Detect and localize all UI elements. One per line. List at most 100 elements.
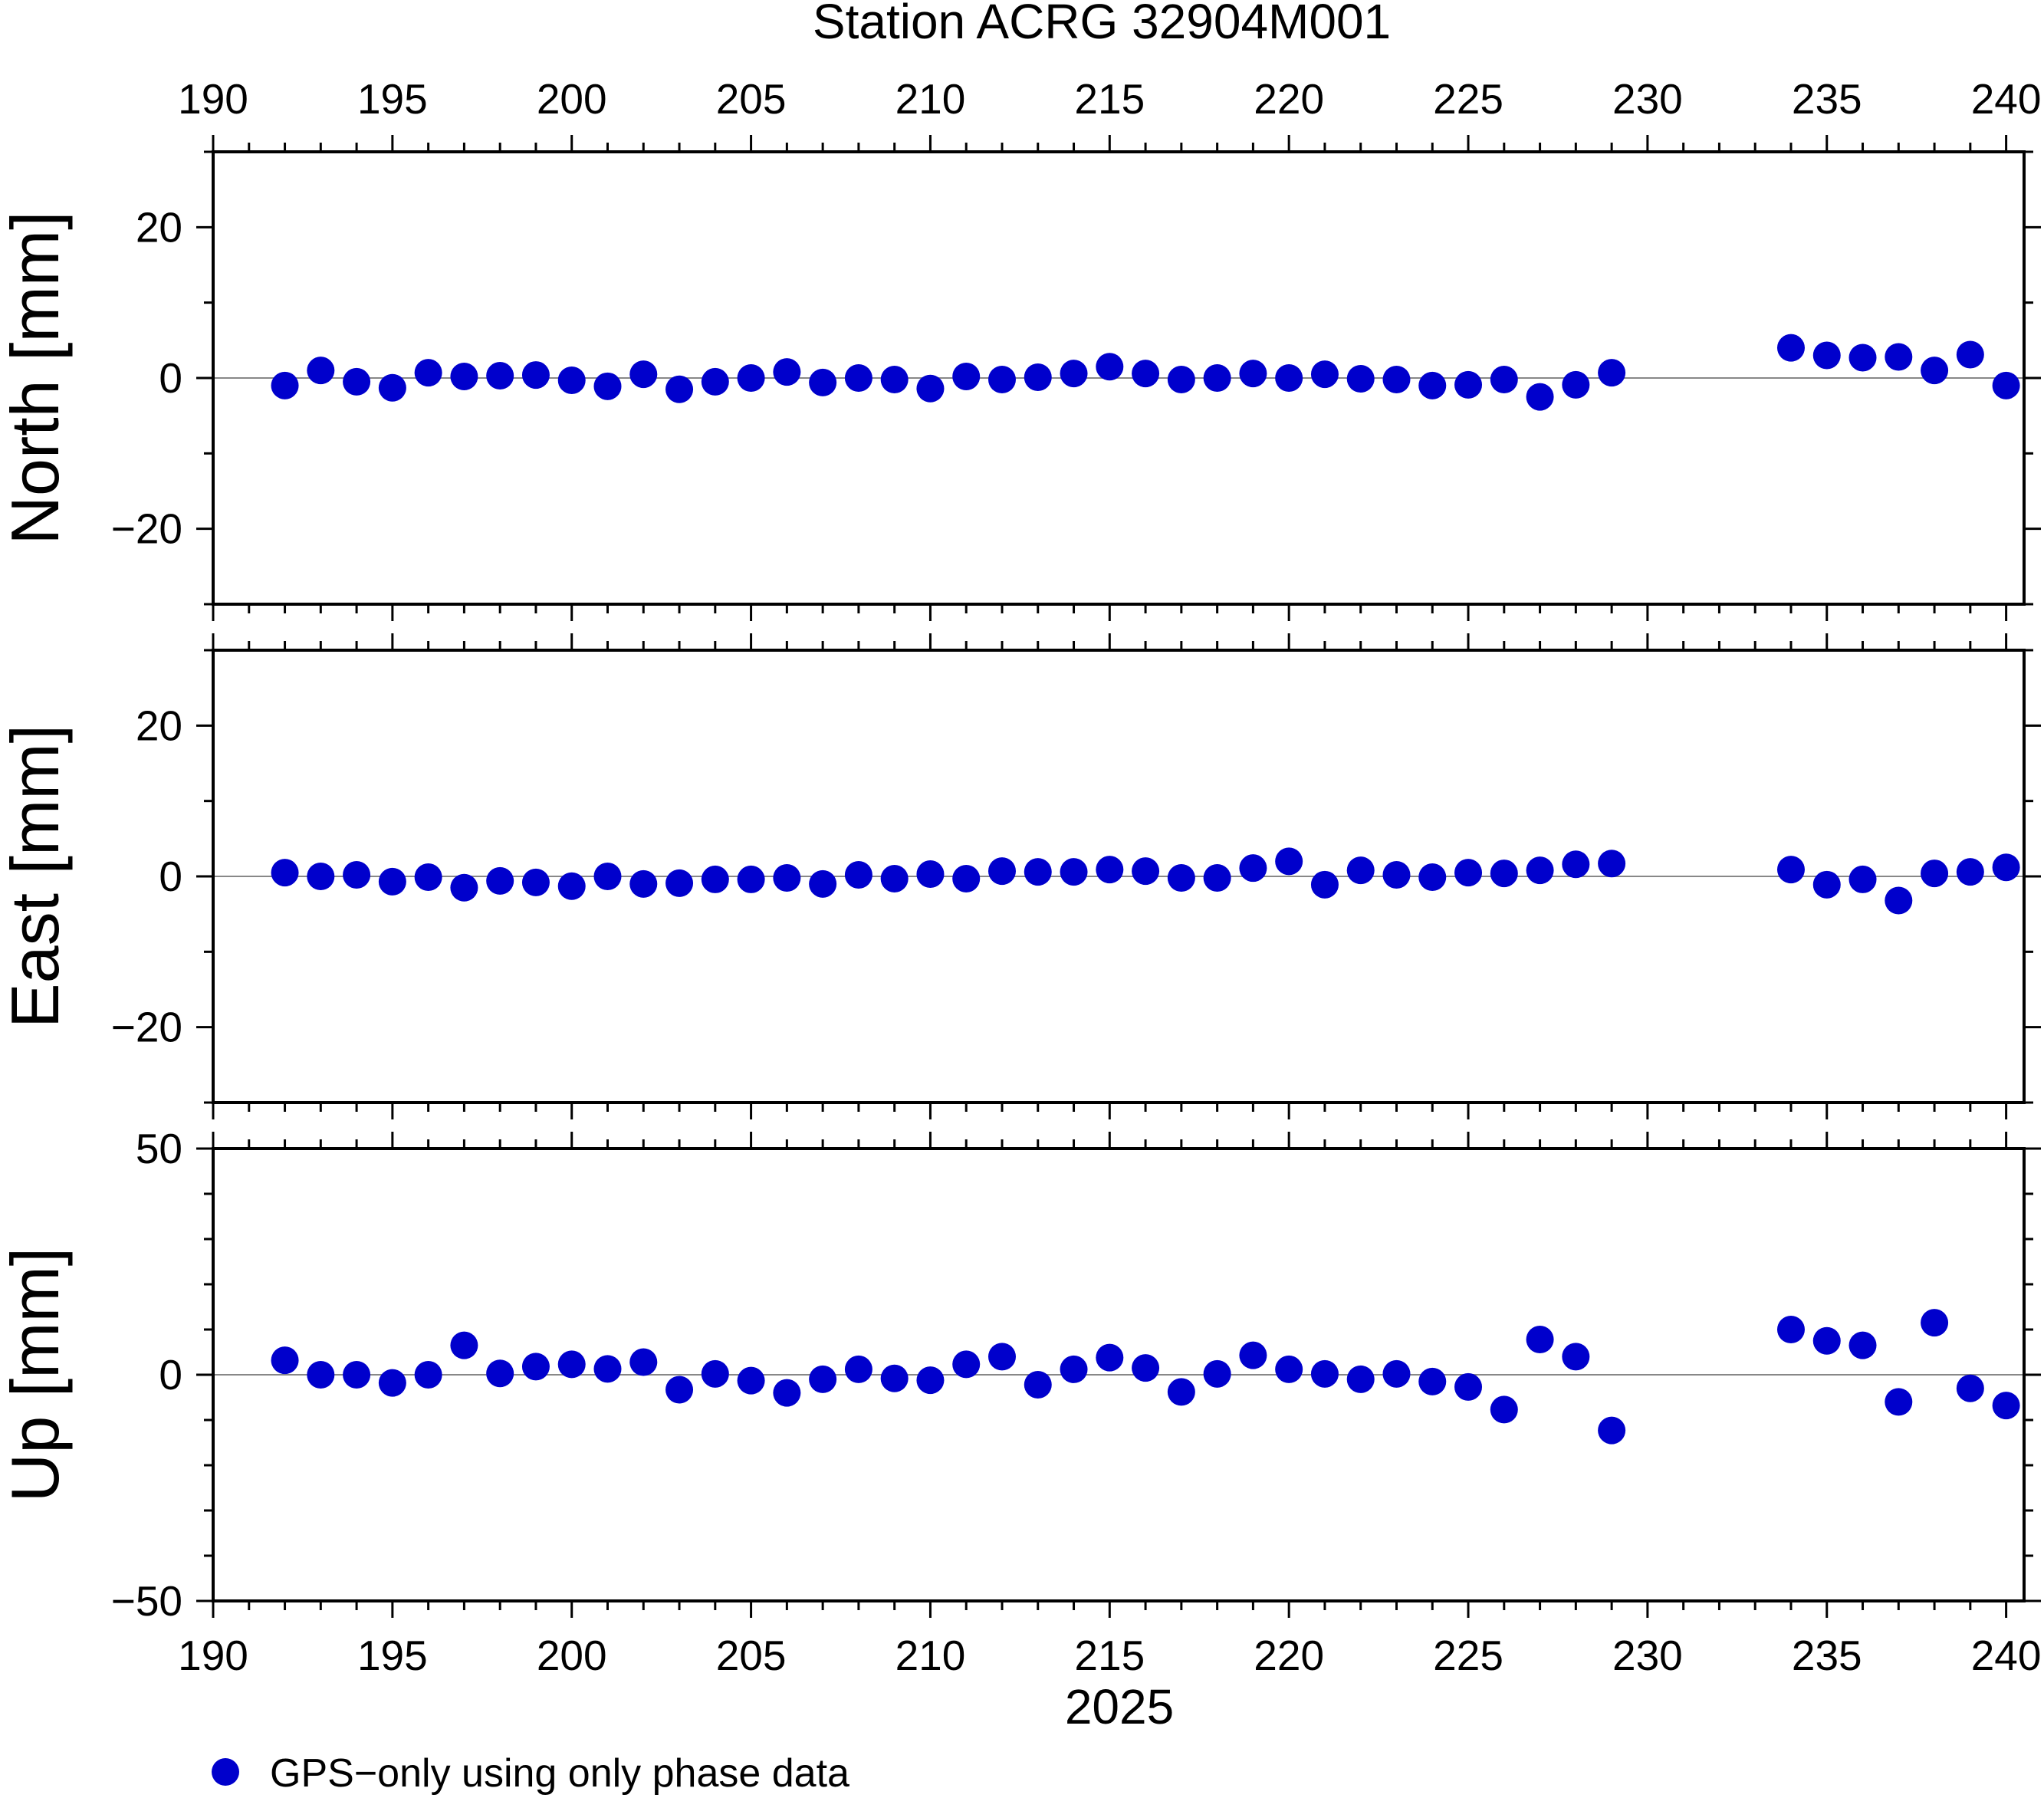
up-data-point <box>557 1350 586 1379</box>
panel-north: −20 0 20 North [mm] <box>0 135 2041 621</box>
north-data-point <box>916 374 945 403</box>
north-data-point <box>307 357 335 385</box>
up-data-point <box>880 1364 909 1392</box>
x-tick-label-top: 215 <box>1074 75 1145 123</box>
east-data-point <box>1921 860 1949 888</box>
north-ytick-label: −20 <box>111 505 182 553</box>
east-data-point <box>737 865 765 893</box>
x-tick-label-top: 210 <box>895 75 966 123</box>
up-data-point <box>486 1359 514 1388</box>
north-data-point <box>1203 364 1231 392</box>
up-data-point <box>1956 1374 1984 1402</box>
east-data-point <box>629 869 658 898</box>
up-data-point <box>665 1376 694 1404</box>
north-axis-label: North [mm] <box>0 211 73 544</box>
up-data-point <box>414 1361 442 1389</box>
x-tick-label-bottom: 220 <box>1254 1632 1324 1679</box>
north-data-point <box>1992 371 2020 399</box>
x-tick-label-bottom: 190 <box>178 1632 248 1679</box>
east-data-point <box>987 857 1016 886</box>
up-data-point <box>1024 1370 1052 1399</box>
east-data-point <box>1812 870 1841 899</box>
north-data-point <box>378 373 406 402</box>
legend-marker <box>212 1758 239 1786</box>
up-data-point <box>1992 1392 2020 1420</box>
up-data-point <box>1454 1372 1483 1401</box>
east-data-point <box>486 866 514 895</box>
east-data-point <box>1490 860 1518 888</box>
north-data-point <box>1812 341 1841 370</box>
x-tick-label-bottom: 230 <box>1612 1632 1683 1679</box>
east-data-point <box>701 865 729 893</box>
north-data-point <box>414 359 442 387</box>
x-tick-label-top: 225 <box>1433 75 1503 123</box>
north-data-point <box>1310 360 1339 389</box>
north-data-point <box>1526 383 1554 411</box>
east-data-point <box>809 869 837 898</box>
east-data-point <box>307 863 335 890</box>
north-data-point <box>665 375 694 403</box>
x-tick-label-top: 220 <box>1254 75 1324 123</box>
north-data-point <box>952 363 981 391</box>
x-tick-label-bottom: 210 <box>895 1632 966 1679</box>
x-tick-label-bottom: 195 <box>357 1632 428 1679</box>
up-data-point <box>952 1350 981 1379</box>
up-data-point <box>1203 1359 1231 1388</box>
up-data-point <box>737 1366 765 1395</box>
north-data-point <box>1921 357 1949 385</box>
east-data-point <box>665 869 694 897</box>
up-data-point <box>701 1359 729 1388</box>
east-data-point <box>916 860 945 889</box>
north-data-point <box>1956 340 1984 369</box>
x-axis-label: 2025 <box>1065 1679 1174 1734</box>
up-data-point <box>1598 1416 1626 1445</box>
east-data-point <box>343 861 371 889</box>
east-data-point <box>521 868 550 896</box>
east-data-point <box>593 863 622 890</box>
up-data-point <box>1812 1326 1841 1355</box>
x-tick-label-bottom: 240 <box>1971 1632 2042 1679</box>
east-data-point <box>414 863 442 891</box>
east-ytick-label: 20 <box>136 702 182 749</box>
north-data-point <box>1024 363 1052 392</box>
x-tick-label-bottom: 215 <box>1074 1632 1145 1679</box>
north-data-point <box>486 362 514 390</box>
north-data-point <box>1346 364 1375 393</box>
north-data-point <box>1239 360 1267 388</box>
east-data-point <box>1024 858 1052 886</box>
up-data-point <box>271 1346 299 1375</box>
east-data-point <box>844 861 872 889</box>
up-data-point <box>773 1379 801 1407</box>
east-data-point <box>1096 856 1124 884</box>
x-tick-label-top: 235 <box>1792 75 1862 123</box>
up-axis-label: Up [mm] <box>0 1247 73 1502</box>
east-data-point <box>1885 886 1913 915</box>
x-tick-label-bottom: 200 <box>537 1632 607 1679</box>
up-data-point <box>1885 1388 1913 1416</box>
up-data-point <box>1132 1354 1160 1382</box>
up-data-point <box>1562 1343 1590 1371</box>
east-data-point <box>1848 865 1877 893</box>
north-data-point <box>1060 360 1088 388</box>
east-data-point <box>1239 854 1267 883</box>
up-data-point <box>1167 1378 1195 1406</box>
north-data-point <box>1562 370 1590 399</box>
east-data-point <box>1526 856 1554 885</box>
north-data-point <box>880 365 909 393</box>
up-data-point <box>1096 1343 1124 1372</box>
x-tick-label-top: 230 <box>1612 75 1683 123</box>
north-data-point <box>1167 365 1195 393</box>
up-data-point <box>629 1348 658 1376</box>
east-data-point <box>450 873 478 902</box>
chart-title: Station ACRG 32904M001 <box>813 0 1391 49</box>
east-data-point <box>1060 858 1088 886</box>
x-tick-label-top: 190 <box>178 75 248 123</box>
up-data-point <box>1382 1359 1411 1388</box>
legend-label: GPS−only using only phase data <box>270 1751 849 1796</box>
up-data-point <box>809 1365 837 1393</box>
panel-up: −50 0 50 Up [mm] <box>0 1125 2041 1625</box>
up-data-point <box>1776 1316 1805 1343</box>
up-data-point <box>378 1369 406 1397</box>
north-ytick-label: 0 <box>159 354 182 402</box>
